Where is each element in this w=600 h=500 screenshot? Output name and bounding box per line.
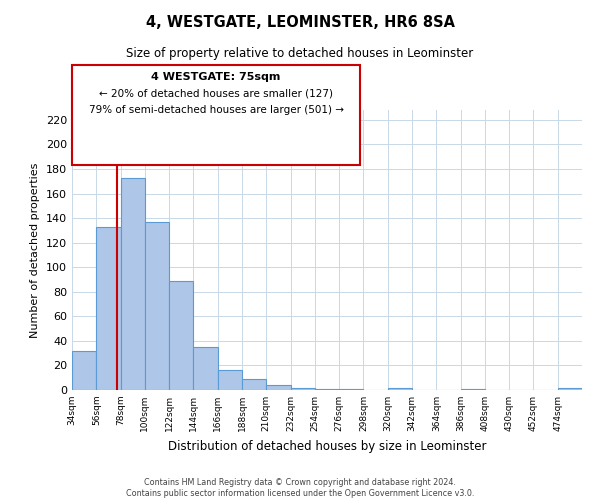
Y-axis label: Number of detached properties: Number of detached properties (31, 162, 40, 338)
Bar (266, 385, 290, 390)
Text: 4, WESTGATE, LEOMINSTER, HR6 8SA: 4, WESTGATE, LEOMINSTER, HR6 8SA (146, 15, 455, 30)
Bar (315, 389, 339, 390)
X-axis label: Distribution of detached houses by size in Leominster: Distribution of detached houses by size … (168, 440, 486, 452)
Bar (193, 347, 218, 390)
Bar (388, 388, 412, 390)
Bar (218, 370, 242, 390)
Bar (121, 178, 145, 390)
Bar (242, 379, 266, 390)
Bar (96, 226, 121, 390)
Bar (169, 280, 193, 390)
Bar (145, 222, 169, 390)
Bar (461, 389, 485, 390)
Text: 79% of semi-detached houses are larger (501) →: 79% of semi-detached houses are larger (… (89, 104, 344, 115)
Bar (72, 350, 96, 390)
Bar (290, 388, 315, 390)
Text: ← 20% of detached houses are smaller (127): ← 20% of detached houses are smaller (12… (99, 88, 333, 99)
Bar (558, 388, 582, 390)
Text: Size of property relative to detached houses in Leominster: Size of property relative to detached ho… (127, 48, 473, 60)
Bar (339, 389, 364, 390)
Text: 4 WESTGATE: 75sqm: 4 WESTGATE: 75sqm (151, 72, 281, 83)
Text: Contains HM Land Registry data © Crown copyright and database right 2024.
Contai: Contains HM Land Registry data © Crown c… (126, 478, 474, 498)
